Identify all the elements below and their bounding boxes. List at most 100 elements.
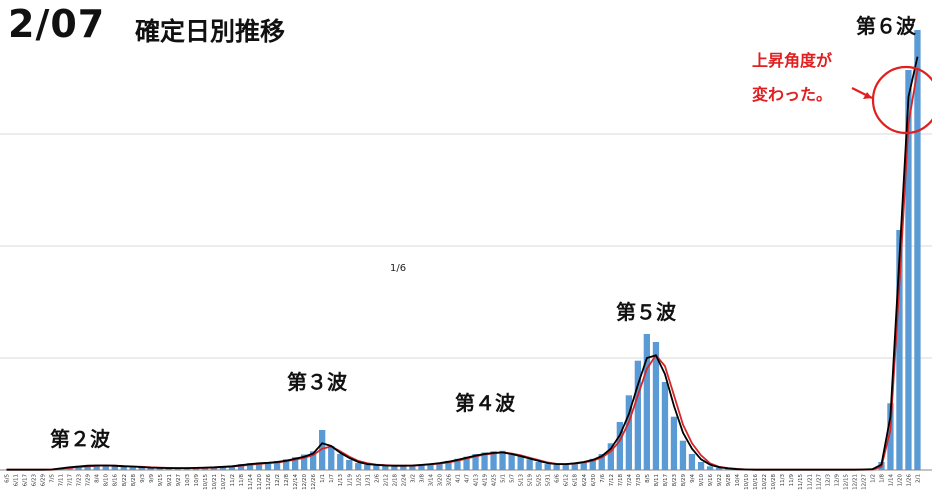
bar: [409, 465, 416, 470]
moving-average-line-black: [6, 56, 919, 471]
bar: [715, 467, 723, 470]
x-tick-label: 8/17: [663, 474, 669, 487]
x-tick-label: 10/15: [203, 474, 209, 490]
x-tick-label: 9/21: [167, 474, 173, 486]
bar: [237, 464, 245, 470]
bar: [129, 466, 136, 470]
bar: [661, 382, 669, 470]
x-tick-label: 10/4: [735, 474, 741, 487]
bar: [273, 460, 281, 470]
x-tick-label: 8/4: [95, 474, 101, 483]
bar: [264, 462, 272, 470]
bar: [138, 466, 145, 470]
bar: [598, 454, 605, 470]
x-tick-label: 7/17: [68, 474, 74, 487]
bar: [679, 440, 687, 470]
bar: [706, 466, 714, 470]
x-tick-label: 6/29: [41, 474, 47, 487]
x-tick-label: 9/16: [708, 474, 714, 487]
x-tick-label: 11/15: [798, 474, 804, 490]
bar: [436, 462, 443, 470]
x-tick-label: 8/29: [681, 474, 687, 487]
x-tick-label: 9/28: [726, 474, 732, 487]
bar: [553, 464, 560, 470]
bar: [84, 465, 91, 470]
wave-5-label: 第５波: [616, 300, 676, 324]
x-tick-label: 3/20: [438, 474, 444, 487]
bar: [228, 465, 236, 470]
x-tick-label: 8/22: [122, 474, 128, 486]
bar: [562, 464, 569, 470]
bar: [283, 459, 290, 470]
wave-4-label: 第４波: [455, 391, 515, 415]
x-tick-label: 5/25: [537, 474, 543, 487]
x-tick-label: 9/10: [699, 474, 705, 487]
x-tick-label: 10/16: [753, 474, 759, 490]
x-tick-label: 11/8: [239, 474, 245, 487]
bar: [418, 464, 425, 470]
x-tick-label: 10/3: [185, 474, 191, 487]
x-tick-label: 10/21: [212, 474, 218, 490]
x-tick-label: 1/20: [898, 474, 904, 487]
bar: [364, 464, 371, 470]
bar: [301, 454, 308, 470]
bar: [589, 458, 596, 470]
note-line-1: 上昇角度が: [752, 51, 833, 70]
x-tick-label: 11/14: [248, 474, 254, 490]
x-tick-label: 2/1: [916, 474, 922, 483]
bar: [571, 463, 578, 470]
wave-2-label: 第２波: [50, 427, 110, 451]
x-tick-label: 10/28: [771, 474, 777, 490]
x-tick-label: 5/7: [510, 474, 516, 483]
x-tick-label: 12/27: [861, 474, 867, 490]
bar: [580, 461, 587, 470]
bar: [120, 465, 127, 470]
note-line-2: 変わった。: [752, 85, 833, 104]
x-tick-label: 6/23: [32, 474, 38, 487]
x-tick-label: 12/21: [852, 474, 858, 490]
bar: [382, 465, 389, 470]
bar: [147, 467, 154, 470]
bar: [526, 459, 533, 470]
x-tick-label: 5/31: [546, 474, 552, 486]
x-tick-label: 11/20: [257, 474, 263, 490]
x-tick-label: 5/19: [528, 474, 534, 487]
x-tick-label: 2/6: [374, 474, 380, 483]
bar: [174, 468, 181, 470]
bar: [643, 334, 650, 470]
bar: [102, 464, 109, 470]
x-tick-label: 5/13: [519, 474, 525, 487]
bar: [481, 452, 488, 470]
x-tick-label: 11/26: [266, 474, 272, 490]
bar: [355, 463, 362, 470]
x-tick-label: 1/14: [888, 474, 894, 487]
bar: [219, 466, 227, 470]
bar: [111, 465, 118, 470]
x-tick-label: 9/15: [158, 474, 164, 487]
bar: [905, 70, 912, 470]
x-tick-label: 12/8: [284, 474, 290, 487]
bar: [490, 451, 497, 470]
bar: [292, 457, 299, 470]
x-tick-label: 4/13: [474, 474, 480, 487]
x-tick-label: 7/18: [618, 474, 624, 487]
bar: [697, 462, 705, 470]
x-tick-label: 3/14: [428, 474, 434, 487]
bar: [210, 467, 218, 470]
bar: [400, 465, 407, 470]
x-tick-label: 7/23: [77, 474, 83, 487]
x-tick-label: 2/12: [383, 474, 389, 486]
bar: [914, 30, 921, 470]
x-tick-label: 7/30: [636, 474, 642, 487]
x-tick-label: 6/17: [23, 474, 29, 487]
center-label: 1/6: [390, 263, 407, 274]
annotation-arrow-head: [863, 92, 872, 99]
bar: [93, 464, 100, 470]
x-tick-label: 3/2: [410, 474, 416, 483]
x-tick-label: 11/9: [789, 474, 795, 487]
x-tick-label: 6/11: [14, 474, 20, 486]
x-tick-label: 8/10: [104, 474, 110, 487]
x-tick-label: 1/13: [338, 474, 344, 487]
x-tick-label: 7/29: [86, 474, 92, 487]
